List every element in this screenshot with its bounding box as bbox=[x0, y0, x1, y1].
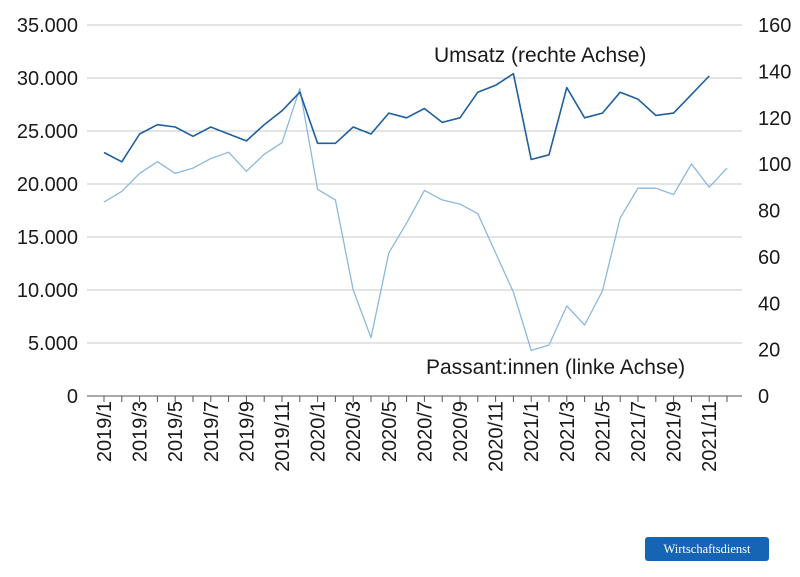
x-axis-tick-label: 2019/9 bbox=[236, 401, 258, 462]
left-axis-tick-label: 5.000 bbox=[28, 333, 78, 355]
x-axis-tick-label: 2019/7 bbox=[201, 401, 223, 462]
series-lines bbox=[103, 72, 728, 352]
left-axis-tick-label: 30.000 bbox=[17, 68, 78, 90]
series-line-umsatz bbox=[103, 72, 710, 163]
right-axis-tick-label: 120 bbox=[758, 108, 791, 130]
right-axis-tick-label: 60 bbox=[758, 247, 780, 269]
left-axis-tick-label: 35.000 bbox=[17, 15, 78, 37]
axes: 0 5.000 10.000 15.000 20.000 25.000 30.000 35.0… bbox=[17, 15, 792, 472]
x-axis-tick-label: 2021/5 bbox=[592, 401, 614, 462]
x-axis-tick-label: 2021/9 bbox=[664, 401, 686, 462]
x-axis-tick-label: 2019/1 bbox=[94, 401, 116, 462]
right-axis-tick-label: 40 bbox=[758, 293, 780, 315]
x-axis-tick-label: 2021/11 bbox=[699, 401, 721, 472]
gridlines bbox=[87, 24, 742, 344]
left-axis-tick-label: 25.000 bbox=[17, 121, 78, 143]
annotation-passanten: Passant:innen (linke Achse) bbox=[426, 356, 685, 379]
x-axis-tick-label: 2020/7 bbox=[414, 401, 436, 462]
x-axis-tick-label: 2021/3 bbox=[557, 401, 579, 462]
left-axis-tick-label: 10.000 bbox=[17, 280, 78, 302]
right-axis-tick-label: 140 bbox=[758, 61, 791, 83]
annotation-umsatz: Umsatz (rechte Achse) bbox=[434, 44, 646, 67]
left-axis-tick-label: 15.000 bbox=[17, 227, 78, 249]
x-axis-tick-label: 2019/3 bbox=[130, 401, 152, 462]
left-axis-tick-label: 0 bbox=[67, 386, 78, 408]
x-axis-tick-label: 2019/11 bbox=[272, 401, 294, 472]
x-axis-tick-label: 2020/1 bbox=[308, 401, 330, 462]
right-axis-tick-label: 160 bbox=[758, 15, 791, 37]
x-axis-tick-label: 2020/5 bbox=[379, 401, 401, 462]
right-axis-tick-label: 100 bbox=[758, 154, 791, 176]
x-axis-tick-label: 2020/3 bbox=[343, 401, 365, 462]
right-axis-tick-label: 20 bbox=[758, 340, 780, 362]
left-axis-tick-label: 20.000 bbox=[17, 174, 78, 196]
wirtschaftsdienst-logo: Wirtschaftsdienst bbox=[645, 537, 769, 561]
series-line-passanten bbox=[103, 87, 728, 352]
x-axis-tick-label: 2019/5 bbox=[165, 401, 187, 462]
right-axis-tick-label: 80 bbox=[758, 201, 780, 223]
x-axis-tick-label: 2021/7 bbox=[628, 401, 650, 462]
x-axis-tick-label: 2021/1 bbox=[521, 401, 543, 462]
right-axis-tick-label: 0 bbox=[758, 386, 769, 408]
x-axis-tick-label: 2020/11 bbox=[486, 401, 508, 472]
x-axis-tick-label: 2020/9 bbox=[450, 401, 472, 462]
